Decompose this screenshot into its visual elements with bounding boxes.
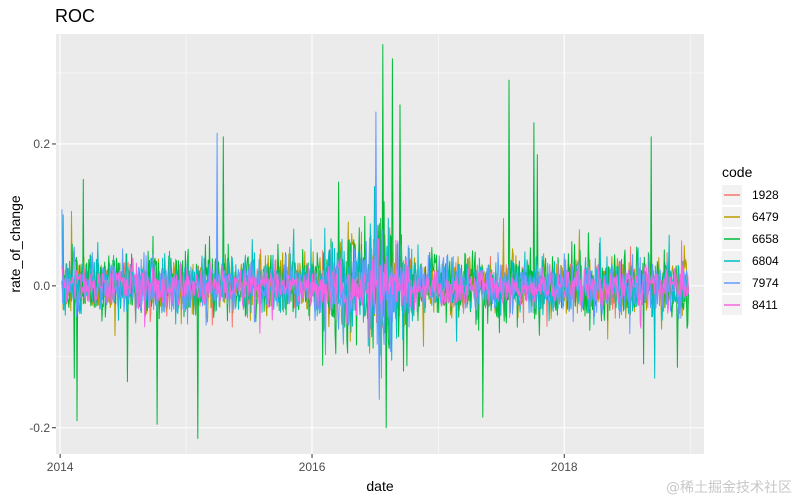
legend-label-6479: 6479 [752, 210, 779, 224]
series-lines [61, 44, 689, 439]
legend-label-6804: 6804 [752, 254, 779, 268]
legend-label-8411: 8411 [752, 298, 778, 312]
x-tick-label: 2014 [47, 460, 74, 474]
x-axis-ticks: 2014 2016 2018 [47, 454, 578, 474]
x-tick-label: 2016 [299, 460, 326, 474]
x-axis-title: date [366, 478, 393, 494]
series-line-8411 [61, 238, 689, 339]
y-axis-title: rate_of_change [7, 195, 23, 293]
legend-title: code [722, 164, 753, 180]
watermark: @稀土掘金技术社区 [666, 480, 792, 496]
legend: code 1928 6479 6658 6804 7974 8411 [722, 164, 779, 315]
legend-label-1928: 1928 [752, 188, 779, 202]
y-tick-label: -0.2 [29, 421, 50, 435]
y-tick-label: 0.2 [33, 137, 50, 151]
legend-items: 1928 6479 6658 6804 7974 8411 [722, 185, 779, 315]
plot-area [56, 34, 704, 454]
legend-label-7974: 7974 [752, 276, 779, 290]
x-tick-label: 2018 [551, 460, 578, 474]
y-tick-label: 0.0 [33, 279, 50, 293]
plot-panel [56, 34, 704, 454]
y-axis-ticks: -0.2 0.0 0.2 [29, 137, 56, 435]
legend-label-6658: 6658 [752, 232, 779, 246]
chart-title: ROC [55, 6, 95, 26]
